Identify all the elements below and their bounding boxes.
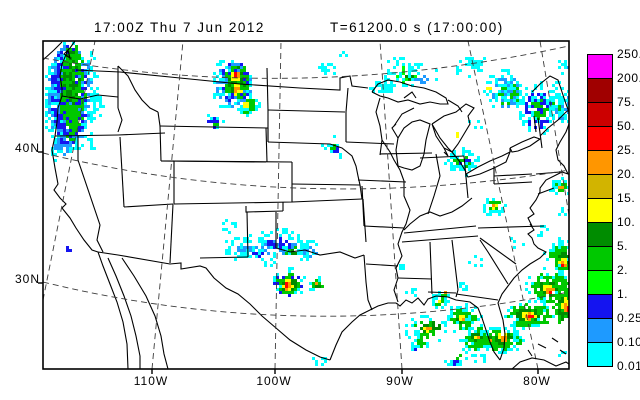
colorbar-box bbox=[587, 150, 613, 175]
colorbar-box bbox=[587, 102, 613, 127]
meridian-80w bbox=[467, 41, 539, 369]
meridian-120w bbox=[43, 41, 96, 301]
plot-title-model-time: T=61200.0 s (17:00:00) bbox=[330, 20, 504, 35]
geography-outlines bbox=[43, 41, 569, 369]
colorbar-box bbox=[587, 198, 613, 223]
lon-label-80w: 80W bbox=[523, 374, 551, 388]
lat-lon-graticule bbox=[43, 41, 569, 369]
meridian-100w bbox=[274, 41, 282, 369]
colorbar-box bbox=[587, 270, 613, 295]
axis-ticks bbox=[38, 151, 539, 374]
precipitation-shading bbox=[45, 42, 569, 366]
colorbar-box bbox=[587, 78, 613, 103]
parallel-40n bbox=[43, 152, 569, 190]
colorbar-label: 25. bbox=[617, 143, 636, 157]
colorbar-label: 50. bbox=[617, 119, 636, 133]
colorbar-label: 0.10 bbox=[617, 335, 640, 349]
colorbar-box bbox=[587, 54, 613, 79]
meridian-90w bbox=[379, 41, 403, 369]
colorbar-label: 10. bbox=[617, 215, 636, 229]
colorbar-box bbox=[587, 246, 613, 271]
colorbar-box bbox=[587, 126, 613, 151]
lon-label-100w: 100W bbox=[256, 374, 292, 388]
colorbar-box bbox=[587, 318, 613, 343]
parallel-30n bbox=[43, 281, 569, 317]
colorbar-label: 5. bbox=[617, 239, 629, 253]
colorbar-box bbox=[587, 294, 613, 319]
colorbar-label: 20. bbox=[617, 167, 636, 181]
colorbar-label: 15. bbox=[617, 191, 636, 205]
lat-label-40n: 40N bbox=[14, 141, 40, 155]
lon-label-90w: 90W bbox=[386, 374, 414, 388]
map-frame bbox=[42, 40, 570, 370]
colorbar-label: 0.25 bbox=[617, 311, 640, 325]
plot-title-datetime: 17:00Z Thu 7 Jun 2012 bbox=[94, 20, 265, 35]
cuba-bahamas-outlines bbox=[511, 337, 569, 369]
colorbar-label: 75. bbox=[617, 95, 636, 109]
plot-title: 17:00Z Thu 7 Jun 2012 T=61200.0 s (17:00… bbox=[0, 20, 640, 38]
lon-label-110w: 110W bbox=[133, 374, 169, 388]
lat-label-30n: 30N bbox=[14, 272, 40, 286]
colorbar-label: 2. bbox=[617, 263, 629, 277]
colorbar-label: 1. bbox=[617, 287, 629, 301]
colorbar-label: 250. bbox=[617, 47, 640, 61]
parallel-50n bbox=[43, 45, 569, 79]
colorbar-box bbox=[587, 174, 613, 199]
colorbar-label: 0.01 bbox=[617, 359, 640, 373]
meridian-110w bbox=[151, 41, 184, 369]
colorbar-label: 200. bbox=[617, 71, 640, 85]
colorbar-box bbox=[587, 342, 613, 367]
colorbar-box bbox=[587, 222, 613, 247]
